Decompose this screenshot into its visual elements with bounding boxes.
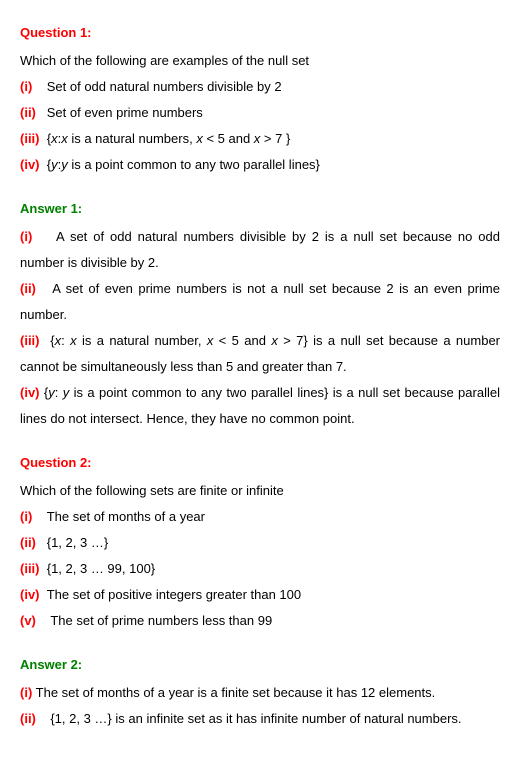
- item-text: The set of prime numbers less than 99: [50, 613, 272, 628]
- item-text: {1, 2, 3 …} is an infinite set as it has…: [50, 711, 461, 726]
- roman-label: (iii): [20, 131, 40, 146]
- text: > 7 }: [260, 131, 290, 146]
- text: is a point common to any two parallel li…: [20, 385, 500, 426]
- answer-1-item-iii: (iii) {x: x is a natural number, x < 5 a…: [20, 328, 500, 380]
- roman-label: (iv): [20, 587, 40, 602]
- question-2: Question 2: Which of the following sets …: [20, 450, 500, 634]
- roman-label: (i): [20, 79, 32, 94]
- item-text: A set of even prime numbers is not a nul…: [20, 281, 500, 322]
- item-text: The set of months of a year: [47, 509, 205, 524]
- text: < 5 and: [203, 131, 254, 146]
- answer-2: Answer 2: (i) The set of months of a yea…: [20, 652, 500, 732]
- roman-label: (ii): [20, 535, 36, 550]
- question-2-item-v: (v) The set of prime numbers less than 9…: [20, 608, 500, 634]
- item-text: The set of positive integers greater tha…: [47, 587, 301, 602]
- text: < 5 and: [213, 333, 271, 348]
- question-1-item-iv: (iv) {y:y is a point common to any two p…: [20, 152, 500, 178]
- roman-label: (v): [20, 613, 36, 628]
- roman-label: (i): [20, 685, 32, 700]
- answer-1-item-i: (i) A set of odd natural numbers divisib…: [20, 224, 500, 276]
- item-text: Set of odd natural numbers divisible by …: [47, 79, 282, 94]
- roman-label: (i): [20, 509, 32, 524]
- answer-2-item-i: (i) The set of months of a year is a fin…: [20, 680, 500, 706]
- question-2-item-iv: (iv) The set of positive integers greate…: [20, 582, 500, 608]
- roman-label: (i): [20, 229, 32, 244]
- roman-label: (ii): [20, 711, 36, 726]
- roman-label: (iv): [20, 157, 40, 172]
- question-2-item-iii: (iii) {1, 2, 3 … 99, 100}: [20, 556, 500, 582]
- text: :: [55, 385, 63, 400]
- answer-1-item-ii: (ii) A set of even prime numbers is not …: [20, 276, 500, 328]
- roman-label: (iii): [20, 561, 40, 576]
- item-text: {1, 2, 3 …}: [47, 535, 108, 550]
- roman-label: (ii): [20, 281, 36, 296]
- question-2-item-i: (i) The set of months of a year: [20, 504, 500, 530]
- answer-1-item-iv: (iv) {y: y is a point common to any two …: [20, 380, 500, 432]
- question-1-heading: Question 1:: [20, 20, 500, 46]
- item-text: Set of even prime numbers: [47, 105, 203, 120]
- question-1-prompt: Which of the following are examples of t…: [20, 48, 500, 74]
- item-text: The set of months of a year is a finite …: [32, 685, 435, 700]
- roman-label: (iv): [20, 385, 40, 400]
- item-text: A set of odd natural numbers divisible b…: [20, 229, 500, 270]
- text: is a natural number,: [77, 333, 207, 348]
- answer-1: Answer 1: (i) A set of odd natural numbe…: [20, 196, 500, 432]
- question-1: Question 1: Which of the following are e…: [20, 20, 500, 178]
- question-2-prompt: Which of the following sets are finite o…: [20, 478, 500, 504]
- roman-label: (ii): [20, 105, 36, 120]
- answer-2-heading: Answer 2:: [20, 652, 500, 678]
- item-text: {1, 2, 3 … 99, 100}: [47, 561, 155, 576]
- question-1-item-iii: (iii) {x:x is a natural numbers, x < 5 a…: [20, 126, 500, 152]
- question-1-item-i: (i) Set of odd natural numbers divisible…: [20, 74, 500, 100]
- roman-label: (iii): [20, 333, 40, 348]
- answer-2-item-ii: (ii) {1, 2, 3 …} is an infinite set as i…: [20, 706, 500, 732]
- answer-1-heading: Answer 1:: [20, 196, 500, 222]
- text: :: [61, 333, 70, 348]
- text: is a point common to any two parallel li…: [68, 157, 320, 172]
- question-2-item-ii: (ii) {1, 2, 3 …}: [20, 530, 500, 556]
- text: is a natural numbers,: [68, 131, 197, 146]
- question-2-heading: Question 2:: [20, 450, 500, 476]
- question-1-item-ii: (ii) Set of even prime numbers: [20, 100, 500, 126]
